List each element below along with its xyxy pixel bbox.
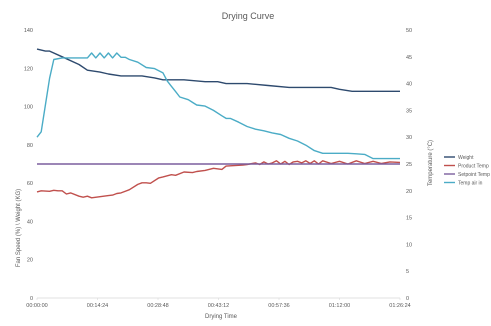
y-tick-label-right: 35 (406, 108, 412, 114)
y-tick-label-right: 25 (406, 162, 412, 168)
y-tick-label-right: 5 (406, 269, 409, 275)
legend: Weight Product Temp Setpoint Temp Temp air … (444, 155, 490, 187)
x-tick-label: 00:14:24 (87, 303, 108, 309)
x-tick-label: 00:00:00 (26, 303, 47, 309)
y-tick-label-right: 20 (406, 189, 412, 195)
y-tick-label-left: 80 (27, 143, 33, 149)
x-axis-label: Drying Time (205, 314, 238, 320)
x-tick-label: 00:57:36 (268, 303, 289, 309)
y-tick-label-left: 0 (30, 296, 33, 302)
y-axis-label-left: Fan Speed (%) \ Weight (KG) (16, 189, 22, 267)
y-tick-label-left: 140 (24, 28, 33, 34)
y-axis-label-right: Temperature (°C) (428, 140, 434, 186)
y-tick-label-left: 100 (24, 105, 33, 111)
y-tick-label-right: 30 (406, 135, 412, 141)
y-tick-label-right: 15 (406, 216, 412, 222)
y-tick-label-right: 10 (406, 242, 412, 248)
y-tick-label-left: 20 (27, 258, 33, 264)
y-tick-label-left: 120 (24, 66, 33, 72)
y-tick-label-left: 40 (27, 219, 33, 225)
series-layer (36, 48, 401, 199)
x-tick-label: 01:12:00 (329, 303, 350, 309)
legend-label-weight: Weight (458, 155, 474, 161)
series-line-weight (36, 48, 400, 93)
axes: 0 20 40 60 80 100 120 140 0 5 10 15 20 25 30 35 40 45 50 00… (24, 28, 412, 309)
legend-label-temp-air-in: Temp air in (458, 181, 483, 187)
y-tick-label-right: 0 (406, 296, 409, 302)
x-tick-label: 01:26:24 (389, 303, 410, 309)
x-tick-label: 00:28:48 (147, 303, 168, 309)
y-tick-label-right: 45 (406, 55, 412, 61)
chart-title: Drying Curve (222, 11, 275, 21)
y-tick-label-right: 50 (406, 28, 412, 34)
series-line-temp-air-in (36, 52, 400, 160)
legend-label-setpoint-temp: Setpoint Temp (458, 172, 490, 178)
x-tick-label: 00:43:12 (208, 303, 229, 309)
y-tick-label-right: 40 (406, 82, 412, 88)
y-tick-label-left: 60 (27, 181, 33, 187)
legend-label-product-temp: Product Temp (458, 164, 489, 170)
series-line-product-temp (36, 160, 401, 199)
